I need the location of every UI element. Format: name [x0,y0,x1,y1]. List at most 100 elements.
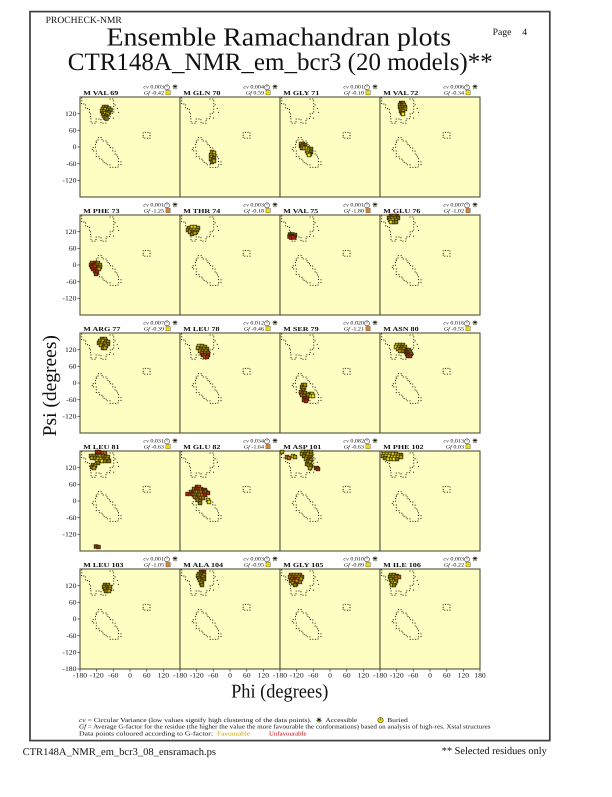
svg-text:-120: -120 [62,414,77,421]
svg-text:M PHE 73: M PHE 73 [83,208,119,215]
svg-text:-60: -60 [66,633,77,640]
svg-text:60: 60 [243,673,251,680]
svg-text:0: 0 [73,262,78,269]
svg-text:cv 0.031: cv 0.031 [143,439,164,445]
svg-text:-120: -120 [290,673,305,680]
svg-text:Buried: Buried [387,717,408,724]
svg-text:M GLY 105: M GLY 105 [283,562,323,569]
svg-text:0: 0 [228,673,233,680]
svg-text:Gf -1.02: Gf -1.02 [444,209,465,215]
svg-text:Gf -0.46: Gf -0.46 [244,327,265,333]
svg-text:-60: -60 [208,673,219,680]
svg-text:M THR 74: M THR 74 [183,208,220,215]
svg-text:60: 60 [343,673,351,680]
svg-text:Phi (degrees): Phi (degrees) [231,681,328,702]
svg-text:120: 120 [458,673,470,680]
svg-text:0: 0 [128,673,133,680]
svg-text:120: 120 [158,673,170,680]
svg-text:0: 0 [73,380,78,387]
svg-text:120: 120 [65,111,77,118]
svg-text:Gf 0.59: Gf 0.59 [246,91,265,97]
svg-text:60: 60 [69,482,77,489]
svg-text:-60: -60 [308,673,319,680]
svg-text:cv 0.007: cv 0.007 [143,321,164,327]
svg-text:Gf -0.18: Gf -0.18 [244,209,265,215]
svg-text:cv 0.003: cv 0.003 [143,85,164,91]
svg-text:180: 180 [474,673,486,680]
svg-text:M GLN 70: M GLN 70 [183,90,220,97]
svg-text:cv 0.001: cv 0.001 [343,203,364,209]
svg-text:Unfavourable: Unfavourable [269,730,307,737]
svg-text:Gf 0.03: Gf 0.03 [446,445,465,451]
svg-text:Gf -1.25: Gf -1.25 [144,209,165,215]
svg-text:Gf -0.22: Gf -0.22 [444,563,465,569]
svg-text:-60: -60 [408,673,419,680]
svg-text:Gf -1.80: Gf -1.80 [344,209,365,215]
svg-text:60: 60 [69,246,77,253]
svg-text:Gf -0.63: Gf -0.63 [344,445,365,451]
svg-text:-180: -180 [73,673,88,680]
svg-text:60: 60 [443,673,451,680]
svg-text:-120: -120 [390,673,405,680]
svg-text:cv 0.001: cv 0.001 [143,557,164,563]
svg-text:cv 0.034: cv 0.034 [243,439,264,445]
svg-text:0: 0 [428,673,433,680]
svg-text:M VAL 75: M VAL 75 [283,208,318,215]
svg-text:0: 0 [73,616,78,623]
svg-text:-180: -180 [173,673,188,680]
svg-text:Gf -1.05: Gf -1.05 [144,563,165,569]
svg-text:-60: -60 [108,673,119,680]
svg-text:60: 60 [143,673,151,680]
svg-text:M GLY 71: M GLY 71 [283,90,319,97]
svg-text:cv 0.007: cv 0.007 [443,203,464,209]
svg-text:Gf -0.95: Gf -0.95 [244,563,265,569]
svg-text:-180: -180 [62,666,77,673]
svg-text:M LEU 103: M LEU 103 [83,562,123,569]
svg-text:Gf -0.55: Gf -0.55 [444,327,465,333]
svg-text:120: 120 [65,229,77,236]
svg-text:Favourable: Favourable [217,730,251,737]
svg-text:Gf -0.42: Gf -0.42 [144,91,165,97]
svg-text:cv 0.003: cv 0.003 [243,557,264,563]
svg-text:Gf -1.21: Gf -1.21 [344,327,365,333]
svg-text:60: 60 [69,128,77,135]
svg-text:-120: -120 [62,296,77,303]
svg-text:Data points coloured according: Data points coloured according to G-fact… [79,730,213,737]
svg-text:-120: -120 [62,650,77,657]
svg-text:-60: -60 [66,515,77,522]
svg-text:cv 0.020: cv 0.020 [343,321,364,327]
svg-text:Gf -0.10: Gf -0.10 [344,91,365,97]
svg-text:M VAL 69: M VAL 69 [83,90,118,97]
svg-text:M LEU 78: M LEU 78 [183,326,219,333]
svg-text:M SER 79: M SER 79 [283,326,318,333]
svg-text:0: 0 [73,498,78,505]
svg-text:0: 0 [73,144,78,151]
svg-text:M GLU 82: M GLU 82 [183,444,220,451]
svg-text:cv 0.013: cv 0.013 [443,439,464,445]
svg-text:-180: -180 [273,673,288,680]
svg-text:CTR148A_NMR_em_bcr3 (20 models: CTR148A_NMR_em_bcr3 (20 models)** [68,49,493,76]
svg-text:cv 0.003: cv 0.003 [243,203,264,209]
svg-text:-180: -180 [373,673,388,680]
svg-text:M ILE 106: M ILE 106 [383,562,421,569]
svg-text:cv 0.016: cv 0.016 [443,321,464,327]
svg-text:Gf -0.39: Gf -0.39 [144,327,165,333]
svg-text:CTR148A_NMR_em_bcr3_08_ensrama: CTR148A_NMR_em_bcr3_08_ensramach.ps [23,747,216,758]
svg-text:Accessible: Accessible [326,717,358,724]
svg-text:120: 120 [258,673,270,680]
svg-text:cv 0.010: cv 0.010 [343,557,364,563]
svg-text:60: 60 [69,600,77,607]
svg-text:Psi (degrees): Psi (degrees) [40,335,61,436]
svg-text:M ALA 104: M ALA 104 [183,562,223,569]
svg-text:0: 0 [328,673,333,680]
svg-text:-60: -60 [66,161,77,168]
svg-text:Gf -0.89: Gf -0.89 [344,563,365,569]
svg-text:120: 120 [65,583,77,590]
svg-text:cv 0.001: cv 0.001 [343,85,364,91]
svg-text:Ensemble Ramachandran plots: Ensemble Ramachandran plots [107,22,452,51]
svg-text:120: 120 [65,465,77,472]
svg-text:120: 120 [65,347,77,354]
svg-text:-120: -120 [90,673,105,680]
svg-text:-60: -60 [66,279,77,286]
svg-text:cv 0.003: cv 0.003 [443,557,464,563]
